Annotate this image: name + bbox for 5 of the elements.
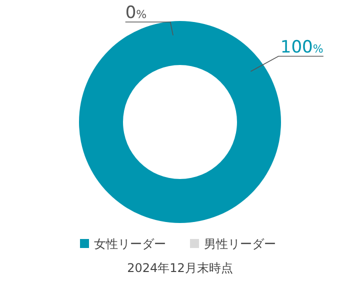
text: 2024年12月末時点 <box>127 261 233 275</box>
legend-label: 男性リーダー <box>204 237 276 251</box>
text: 0% <box>125 3 147 23</box>
data-label: 100% <box>280 37 324 58</box>
legend-label: 女性リーダー <box>94 237 166 251</box>
